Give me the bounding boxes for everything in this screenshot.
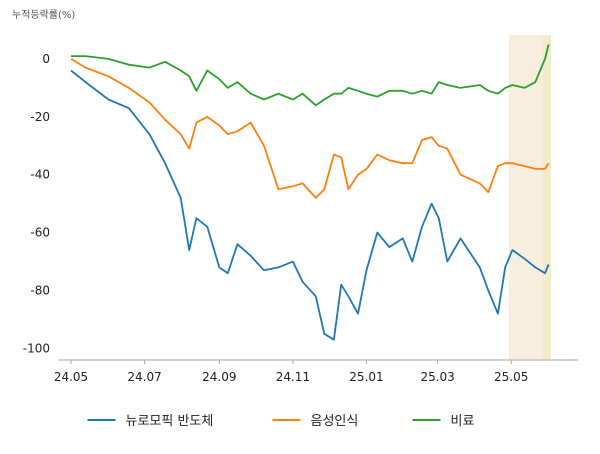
highlight-band-0 bbox=[508, 35, 543, 360]
x-tick-label: 24.07 bbox=[127, 370, 161, 384]
legend-label: 음성인식 bbox=[311, 414, 359, 429]
y-tick-label: -80 bbox=[30, 284, 50, 298]
series-line-1 bbox=[70, 58, 550, 199]
legend-item: 비료 bbox=[412, 414, 475, 429]
x-tick-label: 25.05 bbox=[494, 370, 528, 384]
x-tick-label: 24.09 bbox=[202, 370, 236, 384]
x-tick-label: 24.05 bbox=[54, 370, 88, 384]
x-tick-label: 24.11 bbox=[276, 370, 310, 384]
series-line-0 bbox=[70, 69, 550, 341]
legend-item: 음성인식 bbox=[272, 414, 359, 429]
y-tick-label: -100 bbox=[23, 341, 50, 355]
x-tick-label: 25.03 bbox=[420, 370, 454, 384]
highlight-band-1 bbox=[542, 35, 551, 360]
y-tick-label: 0 bbox=[42, 52, 50, 66]
series-line-2 bbox=[71, 44, 550, 107]
legend-item: 뉴로모픽 반도체 bbox=[87, 414, 214, 429]
legend-label: 비료 bbox=[451, 414, 475, 429]
y-tick-label: -60 bbox=[30, 226, 50, 240]
legend-label: 뉴로모픽 반도체 bbox=[126, 414, 214, 429]
y-tick-label: -20 bbox=[30, 110, 50, 124]
x-tick-label: 25.01 bbox=[349, 370, 383, 384]
y-tick-label: -40 bbox=[30, 168, 50, 182]
y-unit-label: 누적등락률(%) bbox=[12, 10, 76, 21]
